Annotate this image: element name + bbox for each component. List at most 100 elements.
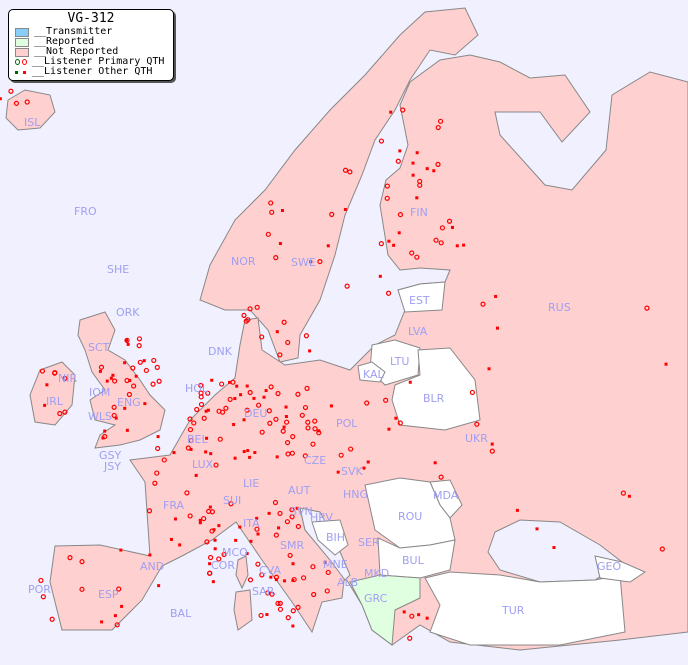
country-label-geo: GEO xyxy=(597,560,621,573)
country-label-pol: POL xyxy=(336,417,358,430)
country-label-bal: BAL xyxy=(170,607,192,620)
listener-other-marker xyxy=(242,450,246,454)
listener-other-marker xyxy=(142,359,146,363)
listener-primary-marker xyxy=(324,588,330,594)
country-label-grc: GRC xyxy=(364,592,388,605)
listener-primary-marker xyxy=(62,375,68,382)
listener-primary-marker xyxy=(198,382,204,389)
listener-primary-marker xyxy=(258,612,264,619)
listener-other-marker xyxy=(210,378,214,382)
listener-primary-marker xyxy=(312,426,318,432)
country-label-cze: CZE xyxy=(304,454,326,467)
country-blr xyxy=(391,347,481,431)
listener-primary-marker xyxy=(277,352,283,358)
country-label-ukr: UKR xyxy=(465,432,488,445)
listener-primary-marker xyxy=(302,404,309,411)
listener-primary-marker xyxy=(290,434,296,440)
listener-other-marker xyxy=(552,546,556,550)
listener-primary-marker xyxy=(290,608,296,614)
listener-primary-marker xyxy=(268,384,274,390)
listener-primary-marker xyxy=(469,389,476,396)
listener-other-marker xyxy=(123,361,127,365)
listener-other-marker xyxy=(425,167,429,171)
listener-other-marker xyxy=(450,225,454,229)
listener-primary-marker xyxy=(620,490,626,496)
listener-primary-marker xyxy=(364,400,370,406)
listener-other-marker xyxy=(402,610,406,614)
listener-primary-marker xyxy=(207,554,214,561)
country-label-bul: BUL xyxy=(402,554,425,567)
listener-primary-marker xyxy=(317,258,323,265)
listener-other-marker xyxy=(45,383,49,387)
listener-primary-marker xyxy=(284,519,290,525)
listener-primary-marker xyxy=(114,622,120,628)
listener-other-marker xyxy=(194,473,198,477)
listener-primary-marker xyxy=(409,250,415,256)
listener-other-marker xyxy=(267,511,271,515)
listener-other-marker xyxy=(120,604,124,608)
listener-other-marker xyxy=(415,196,419,200)
listener-other-marker xyxy=(343,207,347,211)
listener-other-marker xyxy=(291,562,295,566)
listener-primary-marker xyxy=(79,586,85,592)
country-label-est: EST xyxy=(409,294,430,307)
listener-other-marker xyxy=(455,244,459,248)
listener-primary-marker xyxy=(417,182,423,188)
listener-primary-marker xyxy=(267,420,273,426)
listener-other-marker xyxy=(212,528,216,532)
country-geo xyxy=(594,555,647,583)
listener-primary-marker xyxy=(187,426,194,433)
listener-primary-marker xyxy=(255,561,261,567)
listener-primary-marker xyxy=(265,590,271,596)
listener-primary-marker xyxy=(24,99,30,105)
listener-primary-marker xyxy=(191,420,197,426)
listener-primary-marker xyxy=(259,572,265,578)
listener-primary-marker xyxy=(112,378,118,384)
listener-primary-marker xyxy=(275,390,281,397)
listener-other-marker xyxy=(245,384,249,388)
listener-other-marker xyxy=(213,538,217,542)
listener-primary-marker xyxy=(414,254,420,260)
listener-other-marker xyxy=(284,414,288,418)
country-label-lux: LUX xyxy=(192,458,214,471)
listener-primary-marker xyxy=(245,317,251,323)
listener-other-marker xyxy=(248,455,252,459)
listener-primary-marker xyxy=(273,255,279,261)
listener-other-marker xyxy=(432,169,436,173)
listener-primary-marker xyxy=(185,445,191,451)
country-label-ork: ORK xyxy=(116,306,140,319)
legend-primary-qth: __Listener Primary QTH xyxy=(9,57,173,67)
listener-primary-marker xyxy=(136,336,143,342)
listener-other-marker xyxy=(156,435,160,439)
land-corsica xyxy=(235,555,249,590)
country-label-nor: NOR xyxy=(231,255,256,268)
legend: VG-312 __Transmitter __Reported __Not Re… xyxy=(8,9,174,81)
listener-primary-marker xyxy=(348,446,354,452)
listener-primary-marker xyxy=(400,107,406,113)
listener-primary-marker xyxy=(216,556,222,562)
legend-reported: __Reported xyxy=(9,37,173,47)
listener-primary-marker xyxy=(213,462,219,468)
listener-primary-marker xyxy=(67,555,73,561)
land-sardinia xyxy=(233,589,253,631)
listener-other-marker xyxy=(387,239,391,243)
listener-primary-marker xyxy=(397,420,403,426)
listener-other-marker xyxy=(280,209,284,213)
listener-primary-marker xyxy=(217,436,223,442)
listener-primary-marker xyxy=(659,546,665,552)
listener-other-marker xyxy=(232,423,236,427)
listener-primary-marker xyxy=(259,334,265,340)
listener-other-marker xyxy=(323,560,327,564)
country-label-blr: BLR xyxy=(423,392,445,405)
listener-primary-marker xyxy=(266,408,272,414)
listener-primary-marker xyxy=(281,319,287,325)
listener-primary-marker xyxy=(273,574,280,580)
listener-primary-marker xyxy=(98,364,105,370)
listener-other-marker xyxy=(109,376,113,380)
listener-primary-marker xyxy=(311,591,317,598)
country-label-sui: SUI xyxy=(223,494,241,507)
listener-other-marker xyxy=(111,373,115,377)
listener-primary-marker xyxy=(474,421,480,427)
listener-primary-marker xyxy=(124,377,130,384)
country-label-por: POR xyxy=(28,583,51,596)
